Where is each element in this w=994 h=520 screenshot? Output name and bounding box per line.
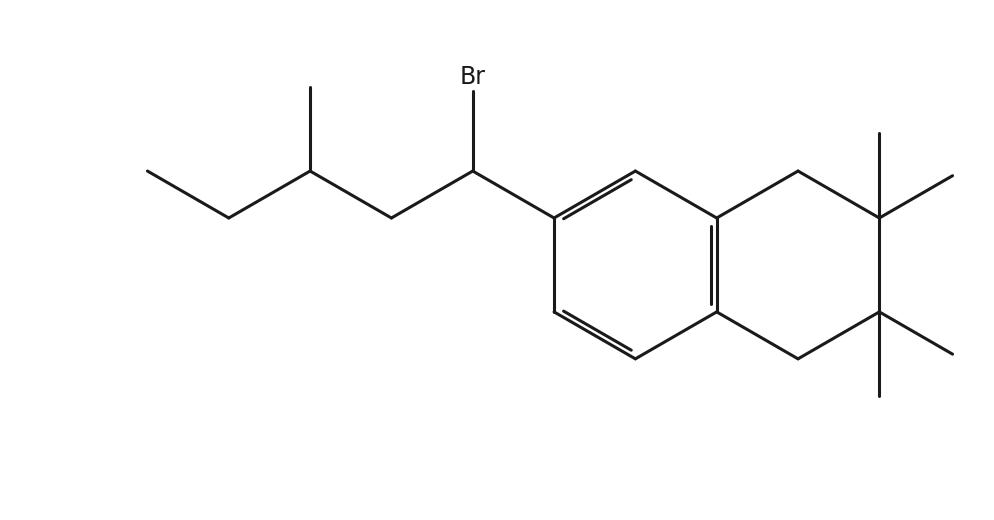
Text: Br: Br bbox=[460, 65, 486, 89]
